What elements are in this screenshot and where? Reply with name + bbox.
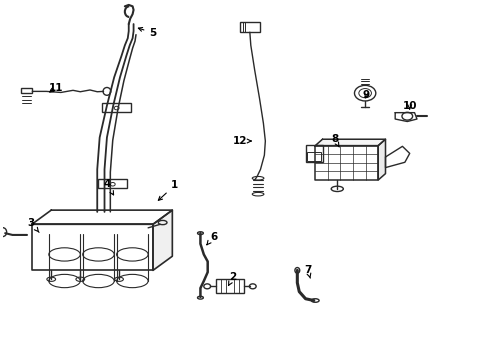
Text: 8: 8 bbox=[331, 134, 339, 147]
Bar bbox=[102, 103, 131, 112]
Bar bbox=[307, 152, 321, 161]
Text: 11: 11 bbox=[49, 83, 63, 93]
Text: 3: 3 bbox=[27, 217, 39, 233]
Polygon shape bbox=[153, 210, 172, 270]
Text: 5: 5 bbox=[138, 27, 157, 38]
Text: 2: 2 bbox=[228, 273, 237, 285]
Bar bbox=[98, 179, 127, 188]
Bar bbox=[240, 22, 260, 32]
Polygon shape bbox=[32, 210, 172, 224]
Polygon shape bbox=[315, 145, 378, 180]
Text: 12: 12 bbox=[233, 136, 251, 146]
Text: 9: 9 bbox=[363, 90, 369, 100]
Polygon shape bbox=[378, 139, 386, 180]
Text: 7: 7 bbox=[304, 265, 312, 278]
Text: 1: 1 bbox=[158, 180, 178, 200]
Polygon shape bbox=[315, 139, 386, 145]
Text: 4: 4 bbox=[103, 179, 114, 195]
Bar bbox=[216, 279, 244, 293]
Bar bbox=[306, 145, 322, 162]
Polygon shape bbox=[32, 224, 153, 270]
Text: 10: 10 bbox=[402, 100, 417, 111]
Text: 6: 6 bbox=[207, 232, 217, 245]
Bar bbox=[21, 88, 32, 93]
Polygon shape bbox=[395, 113, 417, 122]
Polygon shape bbox=[386, 146, 410, 168]
